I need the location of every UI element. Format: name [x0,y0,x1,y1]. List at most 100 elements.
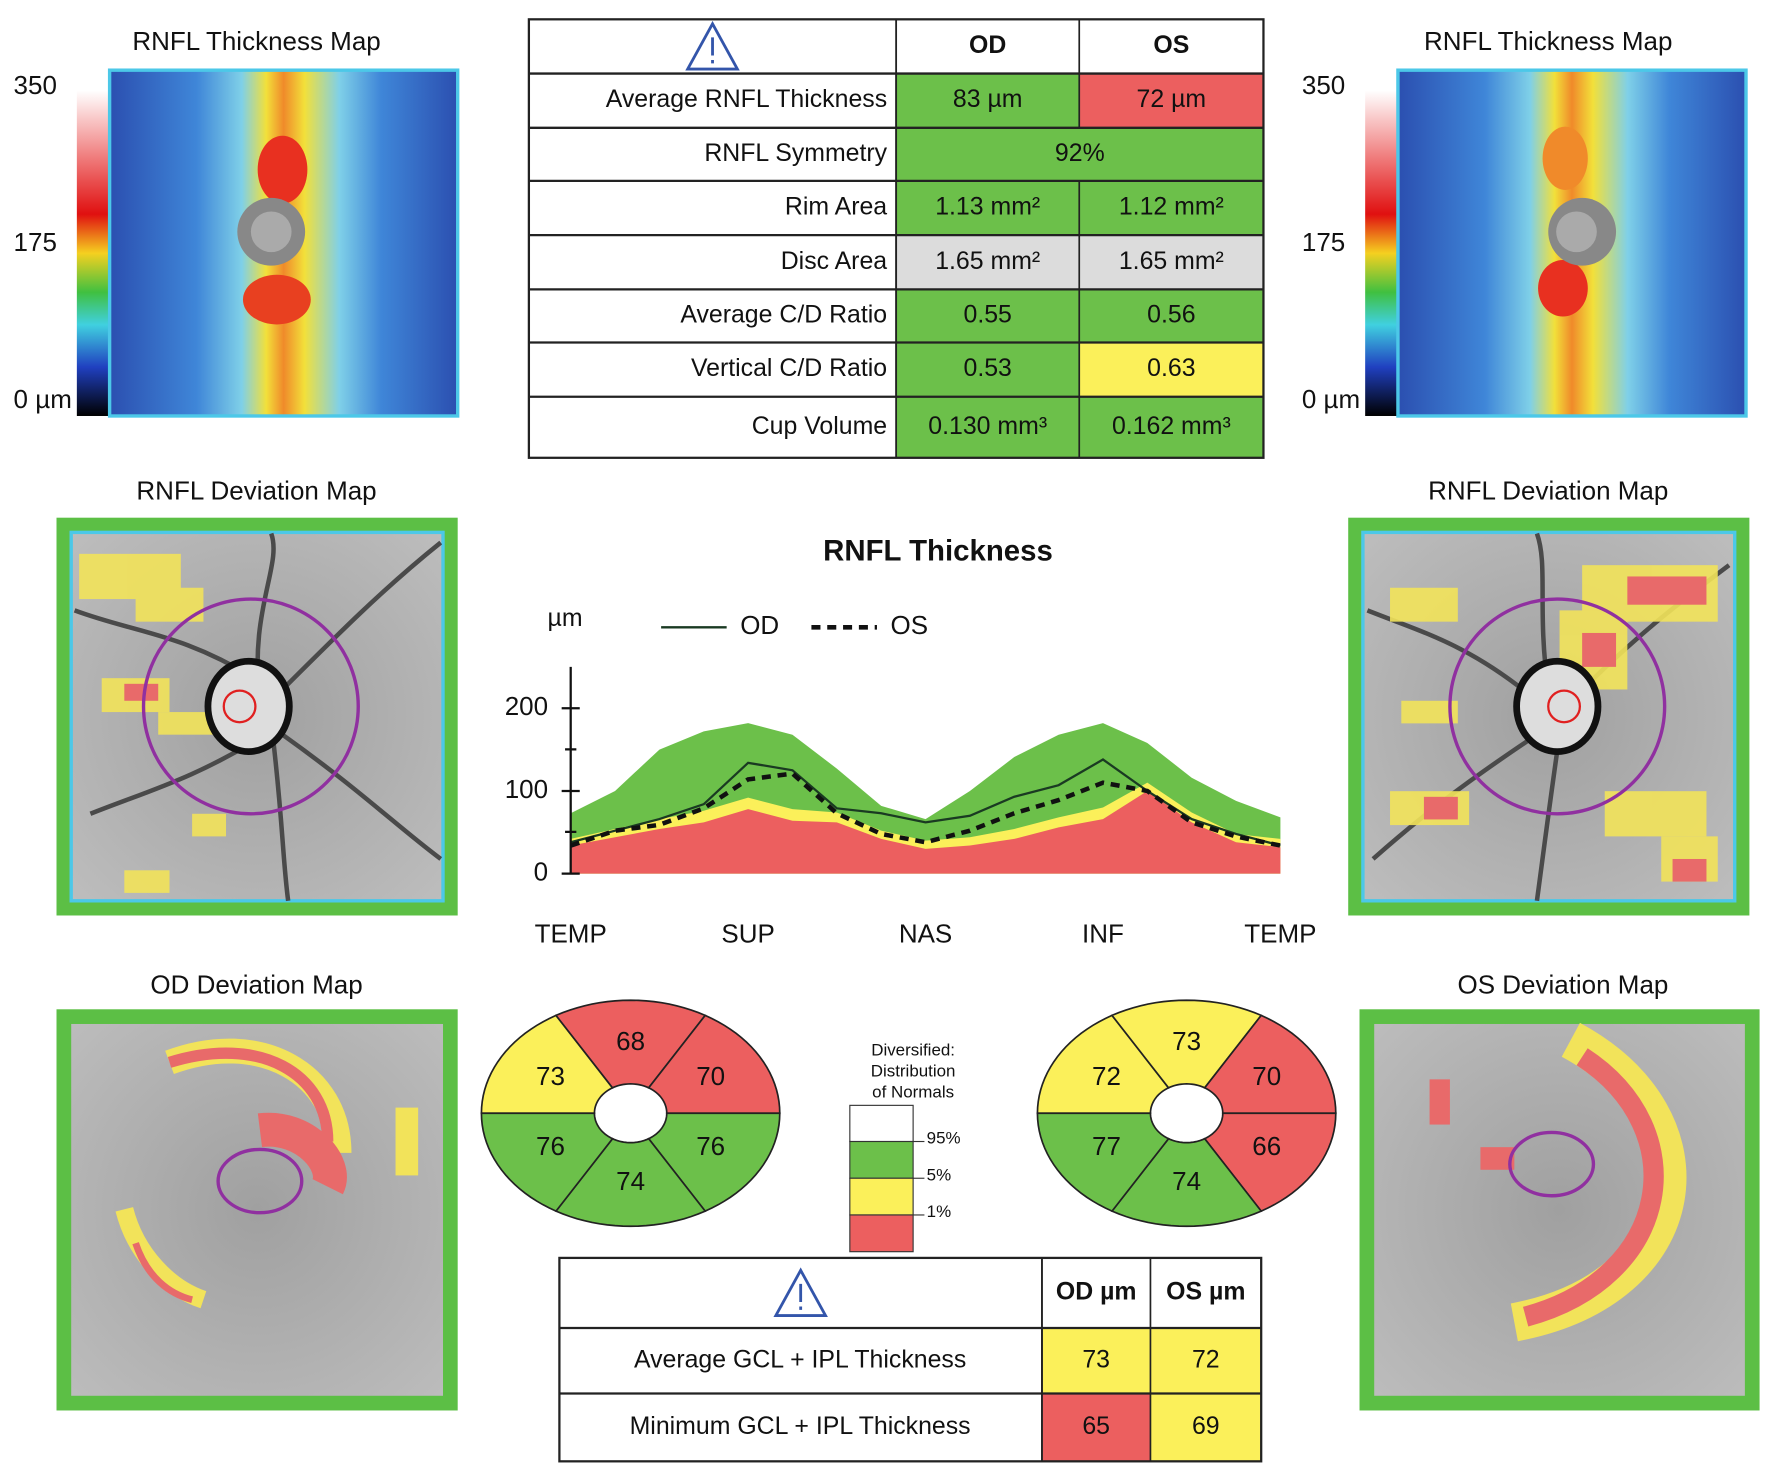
legend-label: OS [891,610,929,640]
scale-label: 0 µm [1302,384,1360,414]
scale-label: 350 [1302,70,1345,100]
map-title: OD Deviation Map [150,970,362,1000]
macular-map-od [56,1009,458,1411]
cell-value: 92% [1055,139,1105,167]
sector [480,1112,614,1213]
scale-label: 350 [14,70,57,100]
cell [896,342,1080,397]
cell-value: 0.53 [964,354,1012,382]
legend-label: OD [740,610,779,640]
legend-label: 95% [927,1129,961,1148]
cell-value: 1.12 mm² [1119,193,1224,221]
scale-label: 175 [1302,227,1345,257]
sector-value: 70 [696,1061,725,1091]
deviation-map-os [1348,517,1750,916]
row-label: Vertical C/D Ratio [691,354,887,382]
cell-value: 0.162 mm³ [1112,412,1231,440]
cell-value: 0.130 mm³ [928,412,1047,440]
cell [896,289,1080,343]
cell [896,396,1080,458]
cell [1041,1327,1151,1394]
cell [1079,342,1264,397]
cell-value: 0.63 [1147,354,1195,382]
legend-title: Distribution [871,1061,956,1080]
y-tick-label: 0 [534,857,548,887]
row-label: RNFL Symmetry [704,139,887,167]
sector-value: 74 [1172,1166,1201,1196]
sector [647,1014,781,1115]
column-header: OD [969,31,1006,59]
cell [896,127,1264,181]
thickness-map-od [76,68,460,418]
cell-value: 72 [1192,1345,1220,1373]
norm-band [570,790,1281,874]
legend-label: 1% [927,1202,951,1221]
column-header: OS µm [1166,1278,1245,1306]
row-label: Cup Volume [752,412,887,440]
sector [1110,1137,1263,1228]
cell [1079,73,1264,128]
scale-label: 175 [14,227,57,257]
sector-value: 72 [1092,1061,1121,1091]
map-title: OS Deviation Map [1458,970,1669,1000]
y-tick-label: 200 [505,691,548,721]
cell [1150,1327,1262,1394]
sector-value: 73 [1172,1026,1201,1056]
row-label: Average RNFL Thickness [606,85,887,113]
sector-value: 76 [696,1131,725,1161]
cell [896,235,1080,290]
macular-map-os [1359,1009,1760,1411]
cell [1079,396,1264,458]
cell-value: 1.13 mm² [935,193,1040,221]
sector [554,999,707,1089]
cell-value: 0.55 [964,301,1012,329]
chart-title: RNFL Thickness [823,534,1053,567]
cell-value: 65 [1082,1412,1110,1440]
y-tick-label: 100 [505,774,548,804]
column-header: OS [1153,31,1189,59]
cell [896,73,1080,128]
x-tick-label: INF [1082,919,1124,949]
cell [1041,1393,1151,1462]
cell [1079,180,1264,236]
row-label: Minimum GCL + IPL Thickness [630,1412,971,1440]
scale-label: 0 µm [14,384,72,414]
cell-value: 72 µm [1137,85,1207,113]
sector-value: 73 [536,1061,565,1091]
sector [1203,1014,1337,1115]
series-line [569,771,1281,848]
thickness-map-os [1365,68,1748,418]
sector-value: 70 [1252,1061,1281,1091]
map-title: RNFL Deviation Map [136,476,376,506]
cell [896,180,1080,236]
x-tick-label: SUP [721,919,774,949]
warning-icon [773,1267,828,1317]
sector [647,1112,781,1213]
cell-value: 73 [1082,1345,1110,1373]
column-header: OD µm [1056,1278,1137,1306]
sector-value: 77 [1092,1131,1121,1161]
map-title: RNFL Deviation Map [1428,476,1668,506]
row-label: Average GCL + IPL Thickness [634,1345,966,1373]
legend-box [849,1140,914,1179]
cell-value: 0.56 [1147,301,1195,329]
cell-value: 1.65 mm² [935,247,1040,275]
row-label: Rim Area [785,193,887,221]
sector [1036,1112,1170,1213]
warning-icon [685,20,740,71]
cell [1079,289,1264,343]
sector-value: 68 [616,1026,645,1056]
cell [1150,1393,1262,1462]
cell-value: 83 µm [953,85,1023,113]
row-label: Disc Area [781,247,888,275]
sector [1110,999,1263,1089]
axis-label: µm [548,604,583,632]
sector-value: 76 [536,1131,565,1161]
map-title: RNFL Thickness Map [132,26,380,56]
cell [1079,235,1264,290]
sector [554,1137,707,1228]
legend-title: Diversified: [871,1041,955,1060]
row-label: Average C/D Ratio [680,301,887,329]
